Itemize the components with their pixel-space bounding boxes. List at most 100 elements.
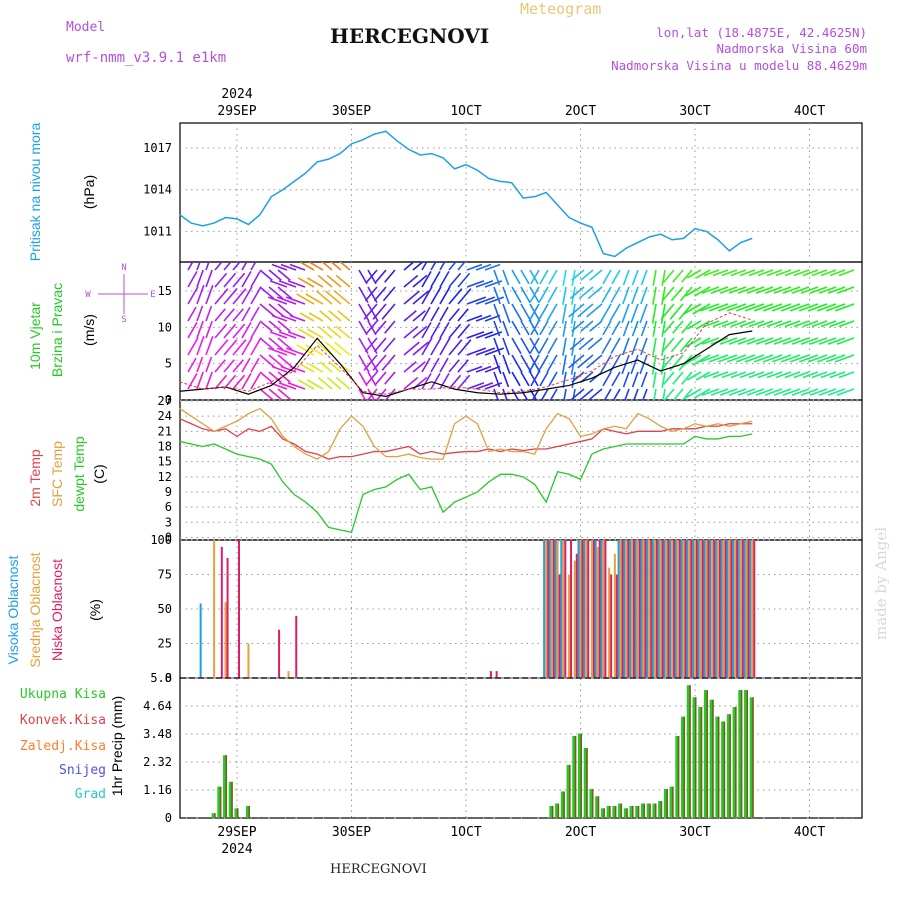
cloud-bar <box>686 540 689 678</box>
cloud-bar <box>720 540 723 678</box>
precip-tick: 1.16 <box>143 783 172 797</box>
cloud-bar <box>489 671 492 678</box>
cloud-bar <box>568 574 571 678</box>
cloud-bar <box>642 540 645 678</box>
cloud-tick: 0 <box>165 671 172 685</box>
temp-tick: 0 <box>165 530 172 544</box>
cloud-bar <box>713 540 716 678</box>
cloud-tick: 50 <box>158 602 172 616</box>
cloud-bar <box>278 629 281 678</box>
lonlat-text: lon,lat (18.4875E, 42.4625N) <box>656 25 867 40</box>
cloud-bar <box>657 540 660 678</box>
precip-bar <box>595 796 600 818</box>
cloud-bar <box>680 540 683 678</box>
compass-e: E <box>150 290 155 300</box>
cloud-bar <box>722 540 725 678</box>
cloud-bar <box>739 540 742 678</box>
precip-unit: 1hr Precip (mm) <box>109 696 125 796</box>
temp-tick: 24 <box>158 409 172 423</box>
precip-bar <box>623 808 628 818</box>
cloud-bar <box>741 540 744 678</box>
cloud-bar <box>703 540 706 678</box>
precip-bar-edge <box>717 716 720 818</box>
cloud-bar <box>726 540 729 678</box>
temp-label-2: SFC Temp <box>49 441 65 507</box>
cloud-bar <box>696 540 698 678</box>
precip-bar-edge <box>614 805 617 818</box>
cloud-bar <box>543 540 546 678</box>
precip-bar-edge <box>597 796 600 818</box>
cloud-bar <box>745 540 748 678</box>
precip-bar-edge <box>214 813 216 818</box>
temp-line-0 <box>179 418 753 460</box>
precip-bar <box>555 803 560 818</box>
precip-tick: 3.48 <box>143 727 172 741</box>
wind-label-1: 10m Vjetar <box>27 302 43 370</box>
cloud-bar <box>728 540 731 678</box>
year-label-top: 2024 <box>221 87 252 102</box>
precip-bar-edge <box>219 786 222 818</box>
cloud-bar <box>751 540 754 678</box>
cloud-bar <box>545 540 548 678</box>
cloud-bar <box>753 540 756 678</box>
precip-panel-frame <box>179 677 863 819</box>
precip-bar-edge <box>603 808 605 818</box>
cloud-bar <box>583 540 586 678</box>
cloud-bar <box>220 546 223 678</box>
cloud-bar <box>651 540 654 678</box>
cloud-bar <box>558 574 561 678</box>
cloud-bar <box>659 540 662 678</box>
precip-bar <box>738 690 743 818</box>
precip-bar <box>640 803 645 818</box>
date-tick-top: 1OCT <box>450 104 481 119</box>
precip-bar <box>652 803 657 818</box>
cloud-bar <box>556 540 559 678</box>
precip-bar-edge <box>551 805 554 818</box>
cloud-label-1: Visoka Oblacnost <box>5 556 21 665</box>
cloud-bar <box>661 540 664 678</box>
precip-bar <box>646 803 651 818</box>
cloud-bar <box>625 540 628 678</box>
cloud-bar <box>629 540 632 678</box>
cloud-bar <box>701 540 704 678</box>
wind-tick: 10 <box>158 320 172 334</box>
cloud-bar <box>575 553 578 678</box>
precip-bar <box>217 786 222 818</box>
precip-bar <box>223 755 228 818</box>
cloud-tick: 25 <box>158 637 172 651</box>
precip-bar <box>744 690 749 818</box>
precip-bar-edge <box>700 706 703 818</box>
precip-bar-edge <box>637 805 640 818</box>
precip-legend-2: Zaledj.Kisa <box>20 739 106 754</box>
precip-bar <box>234 808 239 818</box>
cloud-bar <box>648 540 651 678</box>
cloud-bar <box>640 540 643 678</box>
cloud-tick: 100 <box>150 533 172 547</box>
cloud-bar <box>613 553 616 678</box>
model-name: wrf-nmm_v3.9.1 e1km <box>66 50 227 66</box>
cloud-bar <box>653 540 656 678</box>
precip-bar <box>228 781 233 818</box>
wind-tick: 0 <box>165 393 172 407</box>
cloud-bar <box>602 540 605 678</box>
precip-bar-edge <box>695 697 697 818</box>
cloud-bar <box>608 567 611 678</box>
precip-bar-edge <box>569 764 571 818</box>
cloud-bar <box>709 540 712 678</box>
precip-bar-edge <box>752 697 754 818</box>
pressure-tick: 1017 <box>143 141 172 155</box>
date-tick-bottom: 2OCT <box>565 825 596 840</box>
date-tick-bottom: 3OCT <box>679 825 710 840</box>
cloud-bar <box>665 540 668 678</box>
precip-bar <box>600 808 605 818</box>
precip-legend-4: Grad <box>75 787 106 802</box>
precip-bar-edge <box>563 791 565 818</box>
date-tick-bottom: 29SEP <box>217 825 256 840</box>
wind-line-1 <box>179 312 753 395</box>
page-title: HERCEGNOVI <box>330 24 490 48</box>
cloud-bar <box>734 540 737 678</box>
date-tick-top: 29SEP <box>217 104 256 119</box>
precip-bar <box>606 805 611 818</box>
precip-bar-edge <box>735 706 737 818</box>
precip-bar-edge <box>666 789 668 818</box>
